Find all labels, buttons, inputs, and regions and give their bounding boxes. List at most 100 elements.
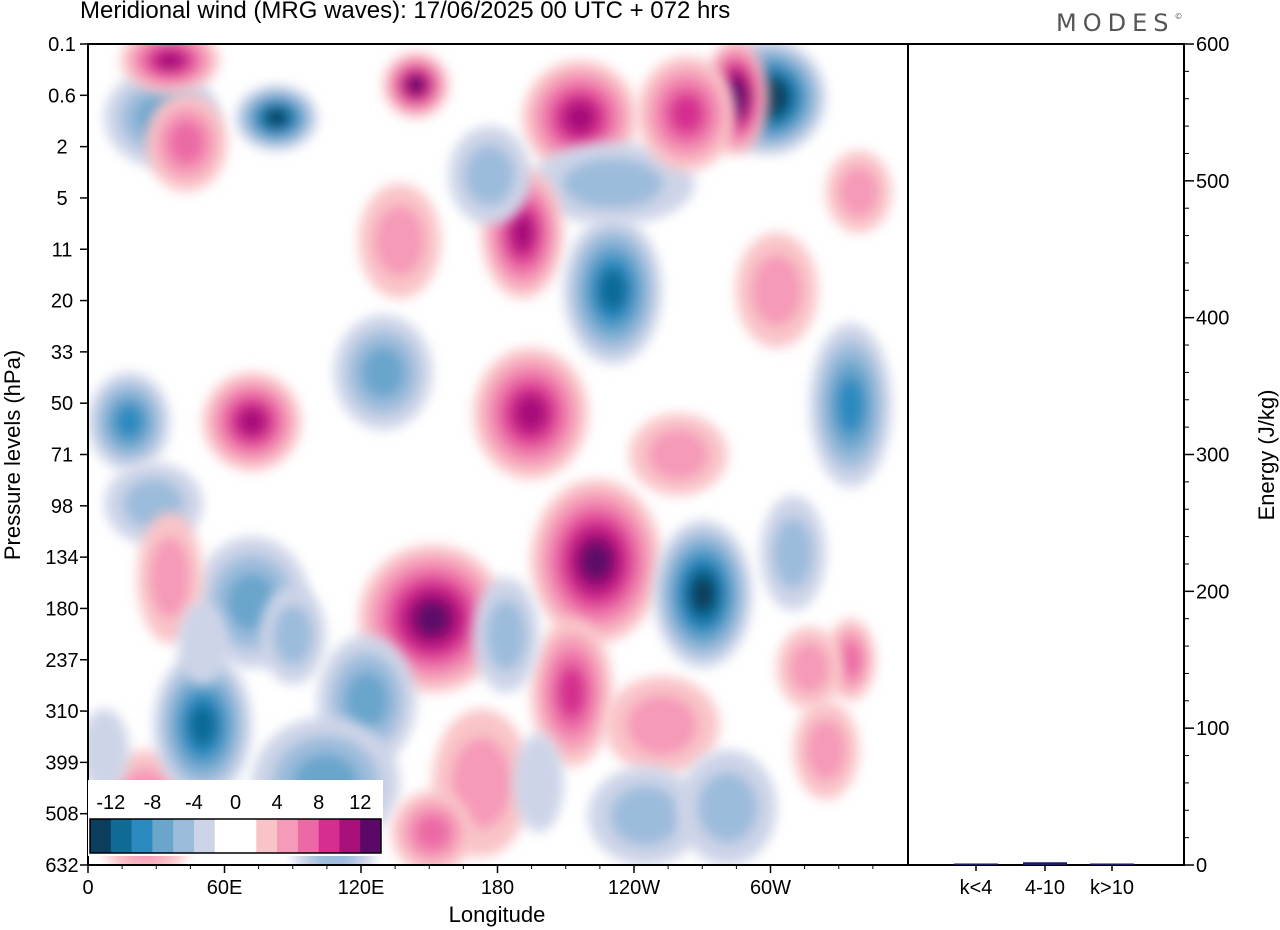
contour-level <box>237 407 267 436</box>
colorbar-swatch <box>214 819 236 853</box>
contour-level <box>789 642 830 694</box>
wind-anomaly-20 <box>530 618 613 767</box>
colorbar-swatch <box>235 819 257 853</box>
wind-anomaly-15 <box>809 323 892 488</box>
contour-level <box>648 429 709 480</box>
contour-level <box>408 77 424 94</box>
logo-text: MODES <box>1056 9 1175 37</box>
colorbar-swatch <box>152 819 174 853</box>
colorbar-label: 8 <box>313 792 324 814</box>
contour-level <box>272 604 314 666</box>
modes-logo: MODES© <box>1056 9 1183 37</box>
y-tick-label: 11 <box>52 239 73 261</box>
y-tick-label: 508 <box>45 804 78 826</box>
colorbar-swatch <box>256 819 278 853</box>
y-tick-label: 134 <box>45 547 78 569</box>
wind-anomaly-13 <box>334 314 433 430</box>
wind-anomaly-35 <box>383 52 449 118</box>
contour-level <box>266 109 287 126</box>
contour-level <box>751 254 803 326</box>
contour-level <box>464 145 516 206</box>
contour-level <box>486 599 527 671</box>
y-tick-label: 98 <box>51 496 73 518</box>
wind-anomaly-14 <box>473 347 589 480</box>
wind-anomaly-43 <box>793 700 859 800</box>
y-tick-label: 20 <box>51 291 73 313</box>
colorbar-swatch <box>297 819 320 853</box>
energy-category-label: k>10 <box>1090 877 1134 899</box>
y-tick-label: 399 <box>45 752 78 774</box>
wind-anomaly-11 <box>88 372 170 471</box>
wind-anomaly-31 <box>678 750 777 865</box>
heatmap-axes: 0 60E 120E 180 120W 60W 0.1 0.6 2 5 11 20 33 50 71 98 13… <box>45 34 874 899</box>
wind-anomaly-39 <box>178 602 228 685</box>
wind-anomaly-42 <box>760 495 826 611</box>
wind-anomaly-28 <box>588 766 703 865</box>
energy-tick-label: 0 <box>1196 855 1207 877</box>
colorbar-swatch <box>131 819 153 853</box>
y-tick-label: 33 <box>51 342 73 364</box>
contour-level <box>514 394 548 433</box>
wind-anomaly-22 <box>604 676 720 775</box>
y-tick-label: 632 <box>45 855 78 877</box>
contour-level <box>451 737 512 829</box>
energy-category-label: k<4 <box>960 877 993 899</box>
y-tick-label: 5 <box>56 188 67 210</box>
wind-anomaly-12 <box>202 372 302 471</box>
wind-anomaly-25 <box>153 651 252 800</box>
contour-level <box>626 695 698 756</box>
energy-bar <box>1090 863 1134 865</box>
wind-anomaly-17 <box>358 544 507 693</box>
y-axis-label: Pressure levels (hPa) <box>0 350 25 560</box>
x-tick-label: 180 <box>481 877 514 899</box>
y-tick-label: 310 <box>45 701 78 723</box>
wind-anomaly-5 <box>120 44 220 94</box>
contour-level <box>562 158 664 209</box>
wind-anomaly-10 <box>735 232 818 348</box>
colorbar-swatch <box>173 819 195 853</box>
contour-level <box>669 93 704 134</box>
colorbar-swatch <box>360 819 382 853</box>
x-tick-label: 60W <box>750 877 791 899</box>
colorbar-swatch <box>318 819 340 853</box>
wind-anomaly-34 <box>145 93 228 192</box>
x-tick-label: 60E <box>207 877 243 899</box>
wind-anomaly-36 <box>448 126 531 225</box>
wind-anomaly-18 <box>530 479 663 644</box>
contour-level <box>178 602 228 685</box>
colorbar-swatch <box>339 819 361 853</box>
energy-panel-frame <box>907 43 1185 866</box>
wind-anomaly-38 <box>137 511 203 644</box>
y-tick-label: 50 <box>51 393 73 415</box>
wind-anomaly-47 <box>826 150 892 233</box>
contour-level <box>557 666 587 719</box>
x-tick-label: 0 <box>82 877 93 899</box>
energy-category-label: 4-10 <box>1025 877 1065 899</box>
contour-level <box>414 813 451 851</box>
x-axis-label: Longitude <box>449 902 546 927</box>
contour-level <box>88 709 129 792</box>
contour-level <box>773 517 814 589</box>
contour-level <box>610 785 681 847</box>
energy-bar <box>1023 862 1067 865</box>
wind-anomaly-44 <box>88 709 129 792</box>
contour-level <box>374 205 425 277</box>
colorbar-label: -4 <box>185 792 203 814</box>
colorbar-label: 0 <box>230 792 241 814</box>
colorbar-label: 4 <box>272 792 283 814</box>
wind-anomaly-2 <box>522 60 638 176</box>
wind-anomaly-41 <box>473 577 539 693</box>
energy-tick-label: 100 <box>1196 718 1229 740</box>
contour-level <box>580 541 613 582</box>
colorbar-label: -8 <box>143 792 161 814</box>
energy-bar-chart: 0 100 200 300 400 500 600 k<4 4-10 k>10 <box>954 34 1229 899</box>
wind-anomaly-37 <box>358 183 441 299</box>
wind-anomaly-9 <box>563 216 662 365</box>
y-tick-label: 180 <box>45 598 78 620</box>
contour-level <box>114 404 144 439</box>
contour-level <box>414 600 451 637</box>
contour-level <box>838 166 879 218</box>
heatmap-field <box>88 44 892 865</box>
contour-level <box>839 641 862 678</box>
